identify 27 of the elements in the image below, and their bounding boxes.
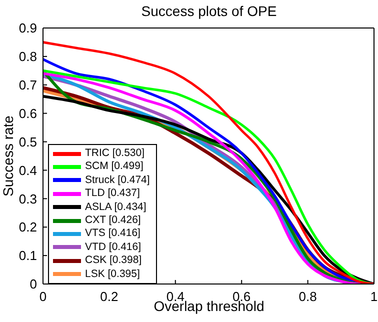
y-tick-label: 0.8 (18, 49, 37, 64)
legend-label: TLD [0.437] (85, 187, 140, 201)
y-tick-label: 0.4 (18, 162, 37, 178)
legend-label: CXT [0.426] (85, 214, 141, 228)
y-tick-label: 0.9 (18, 20, 37, 36)
x-tick-label: 1 (370, 289, 378, 304)
y-tick-label: 0.3 (18, 191, 37, 206)
y-tick-label: 0 (30, 276, 37, 292)
x-tick-label: 0.2 (100, 289, 118, 304)
legend-label: TRIC [0.530] (85, 146, 145, 160)
x-tick-label: 0.8 (298, 289, 317, 304)
y-tick-label: 0.7 (18, 78, 37, 93)
y-tick-label: 0.2 (18, 220, 37, 235)
legend-label: VTS [0.416] (85, 227, 140, 241)
legend-label: LSK [0.395] (85, 268, 140, 281)
legend-label: ASLA [0.434] (85, 200, 146, 214)
chart-title: Success plots of OPE (141, 3, 277, 19)
legend-label: Struck [0.474] (85, 174, 150, 188)
x-tick-label: 0 (39, 289, 47, 304)
legend-label: CSK [0.398] (85, 254, 142, 268)
y-axis-title: Success rate (0, 115, 16, 196)
y-tick-label: 0.6 (18, 106, 37, 121)
legend-label: VTD [0.416] (85, 240, 142, 254)
legend-label: SCM [0.499] (85, 160, 144, 174)
x-tick-label: 0.4 (166, 289, 184, 304)
y-tick-label: 0.1 (18, 248, 37, 264)
y-tick-label: 0.5 (18, 134, 37, 150)
